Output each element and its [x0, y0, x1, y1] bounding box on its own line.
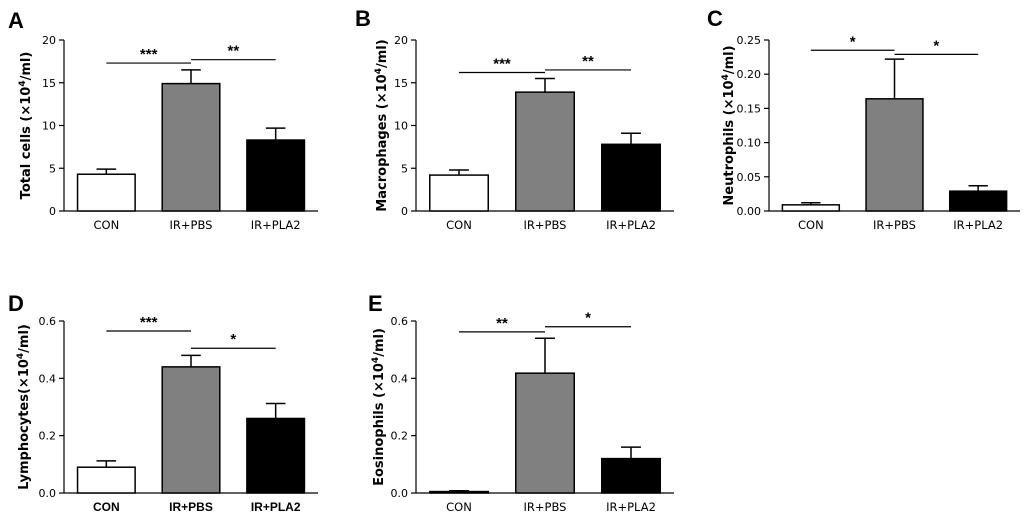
x-tick-label: CON: [798, 218, 824, 232]
y-axis-label: Eosinophils (×104/ml): [371, 328, 387, 486]
x-tick-label: IR+PBS: [170, 218, 213, 232]
bar-con: [76, 173, 136, 212]
bar-ir-pbs: [865, 98, 924, 212]
bar-con: [76, 466, 136, 494]
panel-letter: A: [8, 8, 24, 33]
significance-label: ***: [140, 46, 158, 63]
x-tick-label: IR+PBS: [169, 500, 213, 514]
y-axis-label: Lymphocytes(×104/ml): [16, 324, 32, 490]
x-tick-label: CON: [93, 218, 119, 232]
x-tick-label: IR+PLA2: [606, 500, 656, 514]
bar-ir-pla2: [246, 139, 306, 212]
x-tick-label: IR+PBS: [873, 218, 916, 232]
y-tick-label: 0.20: [737, 68, 762, 81]
chart-panel-b: B 0 5 10 15 20 Macrophages (×104/ml) CON IR+PBS I…: [355, 6, 674, 232]
y-axis-label: Neutrophils (×104/ml): [721, 45, 737, 205]
panel-letter: B: [355, 6, 371, 31]
y-tick-label: 0.25: [737, 34, 762, 47]
y-tick-label: 15: [42, 77, 56, 90]
chart-panel-d: D 0.0 0.2 0.4 0.6 Lymphocytes(×104/ml) CON IR+P…: [8, 291, 318, 514]
significance-label: **: [496, 315, 508, 332]
x-tick-label: IR+PBS: [524, 218, 567, 232]
significance-label: *: [850, 33, 856, 50]
significance-label: **: [582, 53, 594, 70]
significance-label: *: [230, 331, 236, 348]
bar-ir-pla2: [948, 190, 1008, 212]
x-tick-label: IR+PLA2: [251, 218, 301, 232]
bar-ir-pbs: [515, 91, 575, 212]
y-tick-label: 0.05: [737, 171, 762, 184]
bar-ir-pla2: [601, 143, 661, 212]
y-tick-label: 20: [42, 34, 56, 47]
y-axis-label: Macrophages (×104/ml): [374, 39, 390, 211]
significance-label: *: [585, 310, 591, 327]
y-tick-label: 10: [42, 120, 56, 133]
significance-label: ***: [140, 314, 158, 331]
panel-letter: C: [707, 6, 723, 31]
y-tick-label: 0.2: [39, 430, 57, 443]
x-tick-label: IR+PLA2: [251, 500, 301, 514]
y-tick-label: 0.6: [39, 315, 57, 328]
bar-con: [781, 204, 841, 212]
x-tick-label: CON: [93, 500, 120, 514]
x-tick-label: CON: [446, 218, 472, 232]
y-tick-label: 0.0: [39, 487, 57, 500]
y-tick-label: 10: [394, 120, 408, 133]
y-tick-label: 15: [394, 77, 408, 90]
significance-label: **: [227, 43, 239, 60]
chart-panel-e: E 0.0 0.2 0.4 0.6 Eosinophils (×104/ml) CON IR+…: [368, 291, 674, 514]
panel-letter: D: [8, 291, 24, 316]
significance-label: ***: [493, 55, 511, 72]
x-tick-label: IR+PBS: [524, 500, 567, 514]
y-tick-label: 5: [401, 162, 408, 175]
y-tick-label: 0.6: [391, 315, 409, 328]
y-axis-label: Total cells (×104/ml): [18, 52, 34, 200]
significance-label: *: [933, 37, 939, 54]
y-tick-label: 0.10: [737, 137, 762, 150]
x-tick-label: CON: [446, 500, 472, 514]
y-tick-label: 0.2: [391, 430, 409, 443]
x-tick-label: IR+PLA2: [953, 218, 1003, 232]
y-tick-label: 0: [401, 205, 408, 218]
bar-ir-pbs: [161, 82, 221, 212]
x-tick-label: IR+PLA2: [606, 218, 656, 232]
y-tick-label: 0.0: [391, 487, 409, 500]
y-tick-label: 5: [49, 162, 56, 175]
bar-ir-pbs: [515, 372, 575, 494]
bar-ir-pbs: [161, 366, 221, 494]
y-tick-label: 0.15: [737, 102, 762, 115]
y-tick-label: 0.4: [39, 372, 57, 385]
bar-ir-pla2: [246, 417, 306, 494]
bar-con: [429, 174, 489, 212]
y-tick-label: 0: [49, 205, 56, 218]
bar-ir-pla2: [601, 457, 661, 494]
y-tick-label: 20: [394, 34, 408, 47]
bar-con: [429, 490, 489, 494]
y-tick-label: 0.00: [737, 205, 762, 218]
y-tick-label: 0.4: [391, 372, 409, 385]
chart-panel-a: A 0 5 10 15 20 Total cells (×104/ml) CON IR+PBS I…: [8, 8, 318, 232]
panel-letter: E: [368, 291, 383, 316]
